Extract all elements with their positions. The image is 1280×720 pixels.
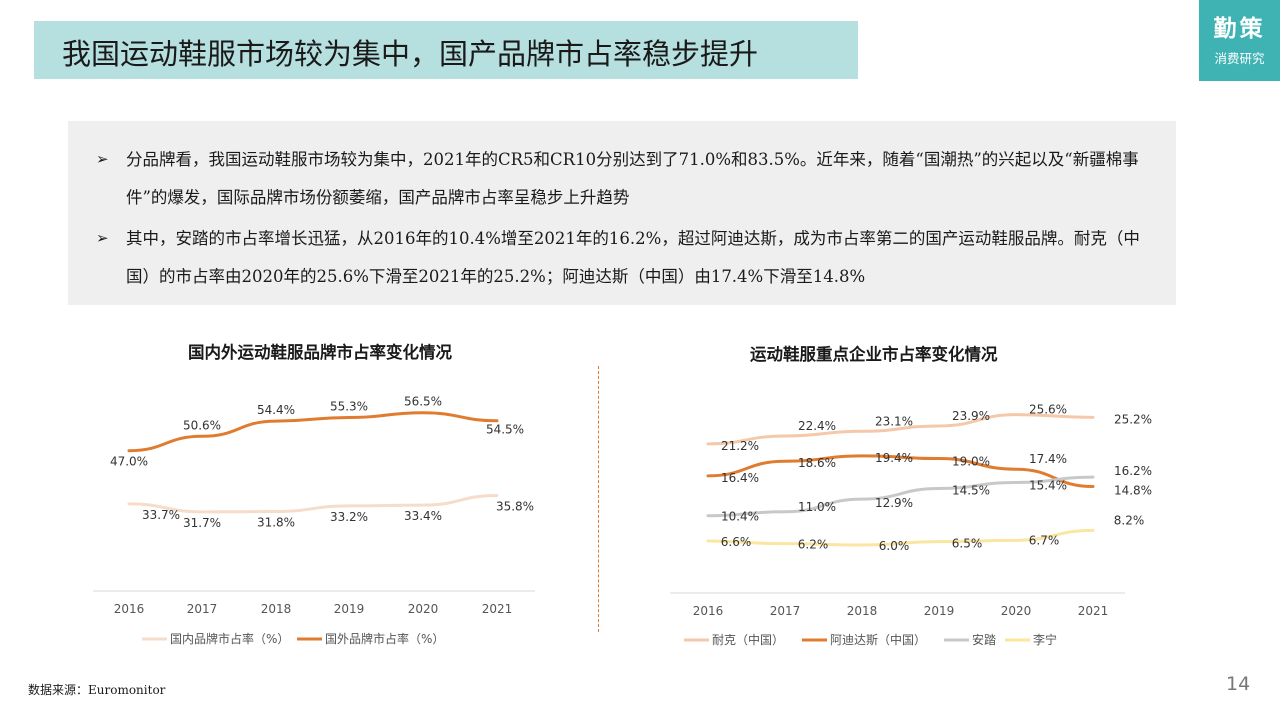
data-label: 18.6% — [798, 456, 836, 470]
summary-bullet-text: 其中，安踏的市占率增长迅猛，从2016年的10.4%增至2021年的16.2%，… — [126, 229, 1140, 286]
series-line — [706, 528, 1095, 547]
data-label: 31.8% — [257, 516, 295, 530]
legend-label: 国外品牌市占率（%） — [325, 631, 444, 646]
data-label: 55.3% — [330, 400, 368, 414]
x-tick-label: 2020 — [1001, 604, 1032, 618]
x-tick-label: 2021 — [1078, 604, 1109, 618]
data-label: 25.2% — [1114, 412, 1152, 426]
x-tick-label: 2017 — [187, 602, 218, 616]
brand-name: 勤策 — [1213, 15, 1266, 42]
data-label: 31.7% — [183, 516, 221, 530]
data-label: 23.9% — [952, 409, 990, 423]
data-label: 54.5% — [486, 423, 524, 437]
summary-box: ➢ 分品牌看，我国运动鞋服市场较为集中，2021年的CR5和CR10分别达到了7… — [68, 121, 1176, 305]
x-tick-label: 2019 — [334, 602, 365, 616]
series-line — [706, 454, 1095, 488]
data-label: 6.7% — [1029, 533, 1060, 547]
page-number: 14 — [1226, 673, 1251, 695]
data-label: 15.4% — [1029, 478, 1067, 492]
data-label: 14.5% — [952, 483, 990, 497]
data-label: 33.7% — [142, 508, 180, 522]
legend-label: 安踏 — [972, 632, 996, 647]
data-label: 33.2% — [330, 510, 368, 524]
data-label: 10.4% — [721, 510, 759, 524]
data-label: 25.6% — [1029, 403, 1067, 417]
series-line — [706, 413, 1095, 446]
arrow-bullet-icon: ➢ — [96, 229, 109, 247]
x-tick-label: 2017 — [770, 604, 801, 618]
data-label: 8.2% — [1114, 513, 1145, 527]
arrow-bullet-icon: ➢ — [96, 150, 109, 168]
legend-label: 李宁 — [1033, 632, 1057, 647]
page-title: 我国运动鞋服市场较为集中，国产品牌市占率稳步提升 — [62, 37, 759, 71]
data-label: 16.4% — [721, 471, 759, 485]
data-label: 6.2% — [798, 538, 829, 552]
data-label: 17.4% — [1029, 452, 1067, 466]
legend-label: 耐克（中国） — [712, 632, 784, 647]
data-label: 14.8% — [1114, 483, 1152, 497]
brand-subtitle: 消费研究 — [1214, 51, 1265, 66]
data-label: 12.9% — [875, 496, 913, 510]
data-label: 56.5% — [404, 395, 442, 409]
data-label: 47.0% — [110, 455, 148, 469]
chart-title-key-companies: 运动鞋服重点企业市占率变化情况 — [750, 345, 998, 364]
data-label: 6.5% — [952, 537, 983, 551]
data-label: 6.0% — [879, 539, 910, 553]
series-line — [706, 475, 1095, 518]
data-label: 22.4% — [798, 419, 836, 433]
x-tick-label: 2016 — [114, 602, 145, 616]
data-source: 数据来源：Euromonitor — [28, 683, 166, 697]
data-label: 11.0% — [798, 500, 836, 514]
legend-label: 国内品牌市占率（%） — [170, 631, 289, 646]
series-line — [127, 494, 499, 514]
x-tick-label: 2021 — [482, 602, 513, 616]
series-line — [127, 411, 499, 453]
data-label: 21.2% — [721, 439, 759, 453]
data-label: 6.6% — [721, 535, 752, 549]
data-label: 50.6% — [183, 418, 221, 432]
chart-title-domestic-foreign: 国内外运动鞋服品牌市占率变化情况 — [188, 343, 452, 362]
x-tick-label: 2019 — [924, 604, 955, 618]
data-label: 19.4% — [875, 451, 913, 465]
legend-label: 阿迪达斯（中国） — [830, 632, 926, 647]
x-tick-label: 2018 — [847, 604, 878, 618]
data-label: 54.4% — [257, 403, 295, 417]
title-banner: 我国运动鞋服市场较为集中，国产品牌市占率稳步提升 — [34, 21, 858, 79]
data-label: 33.4% — [404, 509, 442, 523]
data-label: 16.2% — [1114, 464, 1152, 478]
data-label: 19.0% — [952, 455, 990, 469]
x-tick-label: 2018 — [261, 602, 292, 616]
chart-divider — [598, 366, 599, 632]
summary-bullet-text: 分品牌看，我国运动鞋服市场较为集中，2021年的CR5和CR10分别达到了71.… — [126, 150, 1139, 207]
brand-logo: 勤策 消费研究 — [1199, 0, 1280, 81]
x-tick-label: 2016 — [693, 604, 724, 618]
x-tick-label: 2020 — [408, 602, 439, 616]
data-label: 35.8% — [496, 500, 534, 514]
data-label: 23.1% — [875, 414, 913, 428]
